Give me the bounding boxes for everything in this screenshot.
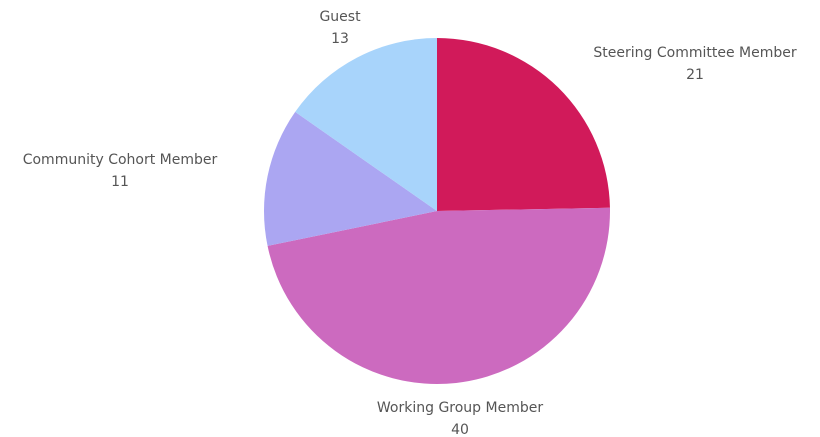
pie-slice [295, 38, 437, 211]
slice-value: 11 [111, 174, 129, 190]
slice-label: Steering Committee Member [593, 45, 796, 61]
slice-value: 21 [686, 67, 704, 83]
pie-slice [437, 38, 610, 211]
pie-slice [267, 207, 610, 385]
slice-value: 40 [451, 422, 469, 437]
pie-slice [263, 111, 437, 246]
slice-label: Community Cohort Member [23, 152, 218, 168]
slice-value: 13 [331, 31, 349, 47]
slice-label: Working Group Member [377, 400, 543, 416]
slice-label: Guest [319, 9, 361, 25]
